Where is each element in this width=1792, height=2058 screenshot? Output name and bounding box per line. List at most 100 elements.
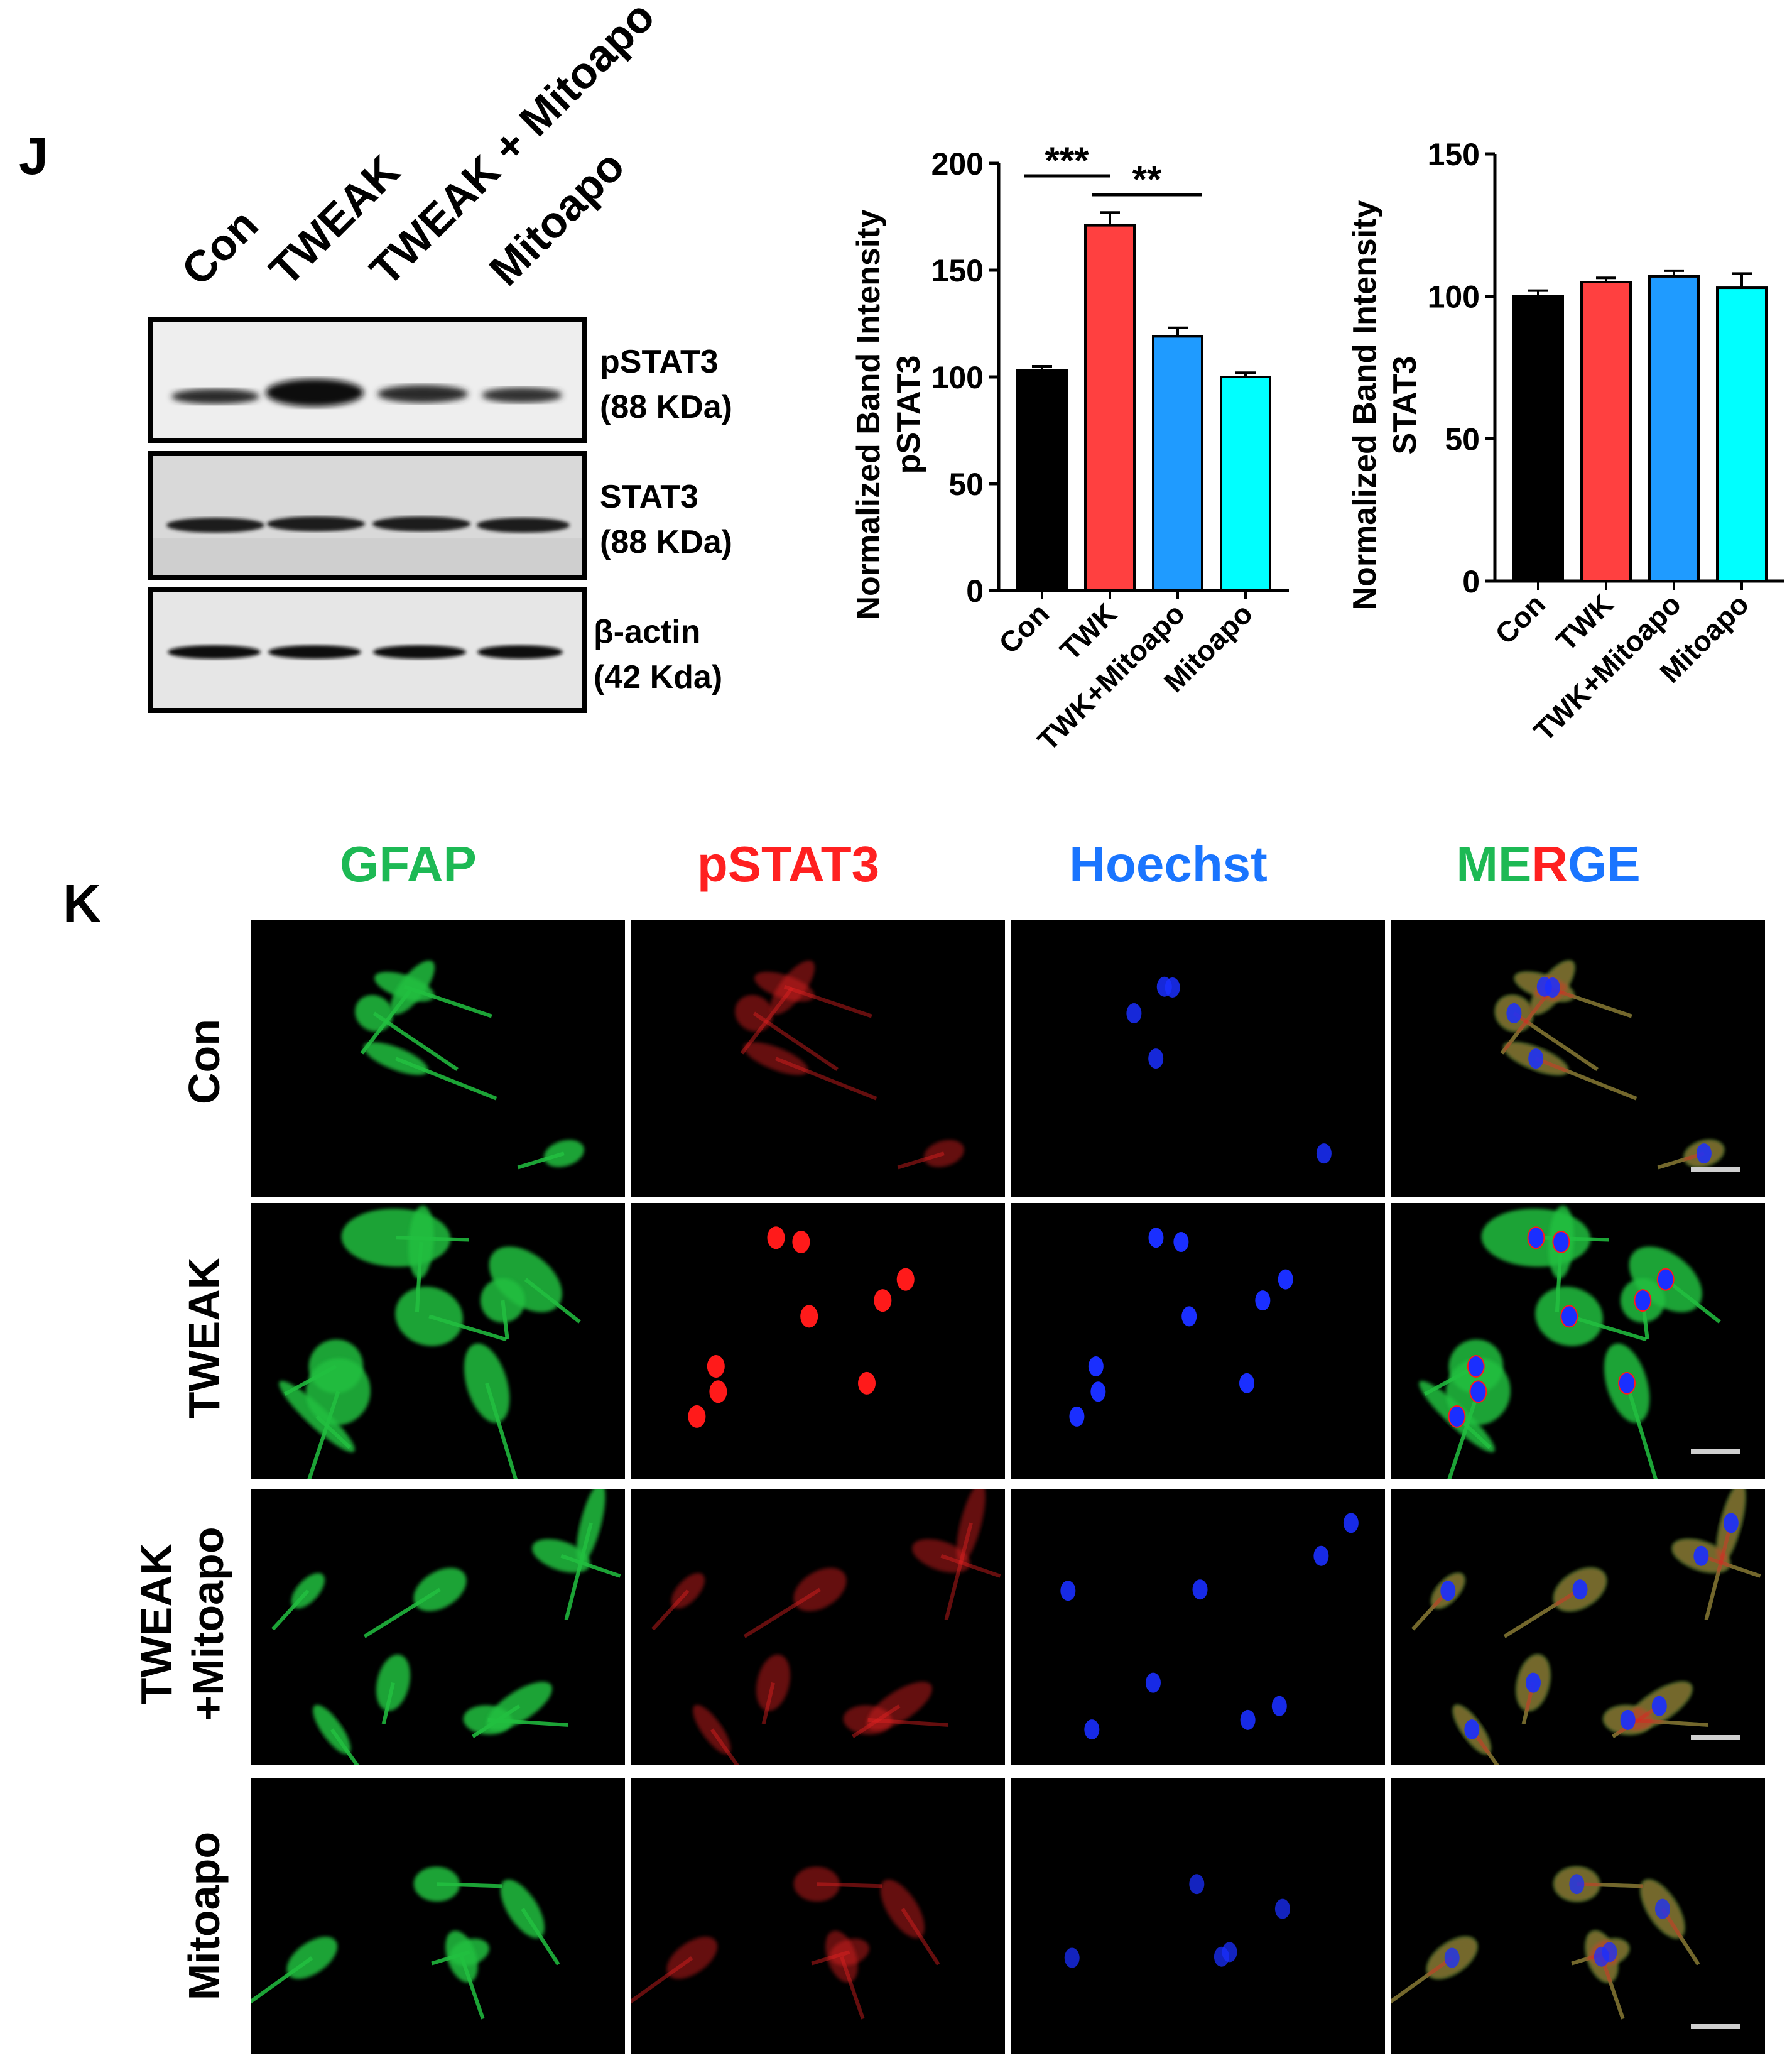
scale-bar bbox=[1691, 1167, 1740, 1172]
nucleus bbox=[1528, 1048, 1544, 1069]
nucleus bbox=[1084, 1719, 1100, 1740]
nucleus bbox=[1148, 1228, 1164, 1248]
cell-process bbox=[1600, 1956, 1625, 2020]
chart1-y-label-line2: pSTAT3 bbox=[891, 356, 927, 474]
nucleus bbox=[1316, 1143, 1332, 1164]
cell-body bbox=[793, 1866, 840, 1902]
cell-body bbox=[793, 1567, 847, 1611]
cell-process bbox=[372, 1011, 459, 1071]
cell-body bbox=[735, 994, 773, 1032]
cell-body bbox=[957, 1489, 986, 1563]
nucleus bbox=[1274, 1898, 1290, 1919]
cell-process bbox=[817, 1882, 882, 1888]
nucleus bbox=[1572, 1579, 1588, 1600]
nucleus bbox=[1271, 1696, 1287, 1716]
micrograph-tweak-mitoapo-gfap bbox=[251, 1489, 625, 1765]
nucleus bbox=[1635, 1290, 1651, 1311]
lane-label-con: Con bbox=[172, 199, 268, 295]
micrograph-tweak-mitoapo-merge bbox=[1391, 1489, 1765, 1765]
cell-body bbox=[666, 1937, 718, 1979]
nucleus-pstat3 bbox=[874, 1289, 892, 1312]
cell-process bbox=[360, 986, 415, 1055]
nucleus bbox=[1145, 1672, 1161, 1693]
chart2-y-tick-label: 0 bbox=[1462, 564, 1480, 599]
cell-process bbox=[1612, 1704, 1661, 1738]
nucleus bbox=[1468, 1356, 1484, 1377]
cell-body bbox=[743, 1042, 808, 1075]
channel-title-merge: MERGE bbox=[1456, 836, 1641, 892]
cell-process bbox=[1535, 1057, 1637, 1101]
cell-process bbox=[315, 1415, 352, 1449]
band bbox=[482, 388, 562, 403]
cell-body bbox=[756, 1654, 790, 1711]
chart1-y-tick-label: 150 bbox=[931, 253, 984, 288]
nucleus bbox=[1090, 1381, 1106, 1402]
micrograph-tweak-mitoapo-pstat3 bbox=[631, 1489, 1005, 1765]
band bbox=[373, 645, 466, 659]
scale-bar bbox=[1691, 1735, 1740, 1740]
nucleus-pstat3 bbox=[707, 1355, 725, 1378]
cell-process bbox=[897, 1152, 945, 1170]
row-label-mitoapo: Mitoapo bbox=[180, 1831, 229, 2001]
band bbox=[171, 389, 259, 404]
nucleus bbox=[1440, 1581, 1456, 1601]
nucleus bbox=[1313, 1545, 1329, 1566]
cell-process bbox=[485, 1382, 518, 1479]
cell-process bbox=[1700, 1554, 1761, 1578]
nucleus bbox=[1239, 1373, 1255, 1393]
nucleus bbox=[1126, 1003, 1142, 1024]
cell-body bbox=[825, 1930, 858, 1983]
micrograph-con-hoechst bbox=[1011, 920, 1385, 1197]
cell-process bbox=[740, 986, 795, 1055]
nucleus-pstat3 bbox=[792, 1231, 810, 1254]
blot-label-pstat3: pSTAT3 (88 KDa) bbox=[600, 344, 732, 425]
nucleus bbox=[1545, 977, 1560, 998]
cell-process bbox=[1447, 1391, 1480, 1479]
cell-process bbox=[1503, 1587, 1582, 1638]
channel-title-gfap: GFAP bbox=[340, 836, 477, 892]
nucleus bbox=[1192, 1579, 1208, 1600]
nucleus bbox=[1651, 1696, 1667, 1716]
cell-process bbox=[472, 1704, 521, 1738]
band bbox=[168, 645, 261, 659]
cell-process bbox=[1470, 1728, 1500, 1765]
nucleus bbox=[1464, 1719, 1480, 1740]
nucleus bbox=[1064, 1947, 1080, 1968]
cell-process bbox=[524, 1278, 581, 1324]
nucleus bbox=[1561, 1306, 1577, 1327]
cell-process bbox=[1391, 1956, 1453, 2004]
chart1-bar-1 bbox=[1084, 224, 1136, 592]
chart2-y-label-line2: STAT3 bbox=[1387, 356, 1423, 455]
nucleus bbox=[1165, 977, 1180, 998]
nucleus-pstat3 bbox=[709, 1380, 727, 1403]
cell-body bbox=[923, 1140, 964, 1167]
cell-body bbox=[577, 1489, 605, 1563]
blot-pstat3 bbox=[148, 317, 587, 443]
micrograph-tweak-mitoapo-hoechst bbox=[1011, 1489, 1385, 1765]
chart2-x-tick-label: Con bbox=[1489, 587, 1551, 650]
chart2-y-tick-label: 150 bbox=[1428, 137, 1480, 172]
nucleus-pstat3 bbox=[896, 1268, 915, 1291]
micrograph-mitoapo-hoechst bbox=[1011, 1778, 1385, 2054]
nucleus bbox=[1693, 1545, 1709, 1566]
nucleus bbox=[1654, 1898, 1670, 1919]
cell-process bbox=[251, 1956, 313, 2004]
chart2-y-tick-label: 100 bbox=[1428, 280, 1480, 315]
micrograph-mitoapo-gfap bbox=[251, 1778, 625, 2054]
blot-label-stat3: STAT3 (88 KDa) bbox=[600, 479, 732, 560]
nucleus bbox=[1189, 1874, 1205, 1895]
nucleus bbox=[1343, 1513, 1359, 1533]
cell-process bbox=[363, 1587, 442, 1638]
micrograph-tweak-hoechst bbox=[1011, 1203, 1385, 1479]
nucleus-pstat3 bbox=[858, 1371, 876, 1395]
blot-stat3 bbox=[148, 451, 587, 580]
nucleus bbox=[1619, 1373, 1635, 1393]
nucleus bbox=[1525, 1672, 1541, 1693]
cell-process bbox=[521, 1908, 560, 1966]
cell-process bbox=[395, 1057, 497, 1101]
band bbox=[267, 516, 365, 531]
nucleus bbox=[1620, 1709, 1636, 1730]
cell-process bbox=[710, 1728, 740, 1765]
band bbox=[266, 379, 364, 406]
nucleus bbox=[1240, 1709, 1256, 1730]
